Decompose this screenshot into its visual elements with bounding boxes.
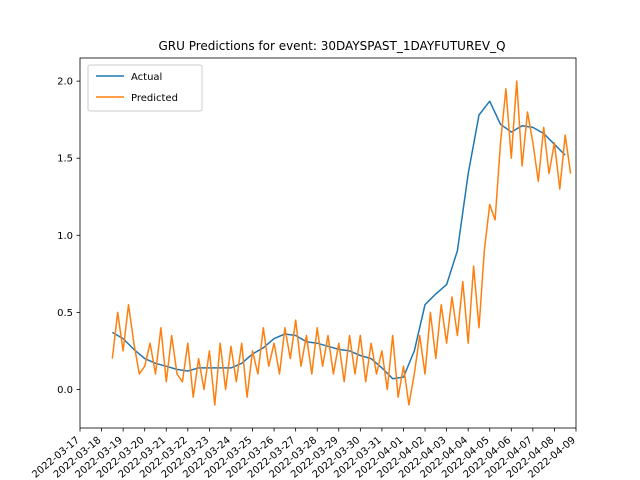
y-tick-label: 2.0 (57, 77, 73, 88)
y-tick-label: 1.5 (57, 154, 73, 165)
legend-label-actual: Actual (131, 72, 162, 83)
legend: Actual Predicted (87, 64, 203, 112)
y-axis: 0.0 0.5 1.0 1.5 2.0 (57, 77, 80, 396)
y-tick-label: 1.0 (57, 231, 73, 242)
y-tick-label: 0.5 (57, 308, 73, 319)
legend-label-predicted: Predicted (131, 93, 178, 104)
series-line-predicted (111, 80, 572, 406)
chart-title: GRU Predictions for event: 30DAYSPAST_1D… (158, 39, 505, 53)
series-line-actual (111, 100, 566, 380)
series-layer (111, 80, 572, 406)
axes-frame (79, 57, 577, 429)
plot-area (79, 57, 577, 429)
y-tick-label: 0.0 (57, 385, 73, 396)
